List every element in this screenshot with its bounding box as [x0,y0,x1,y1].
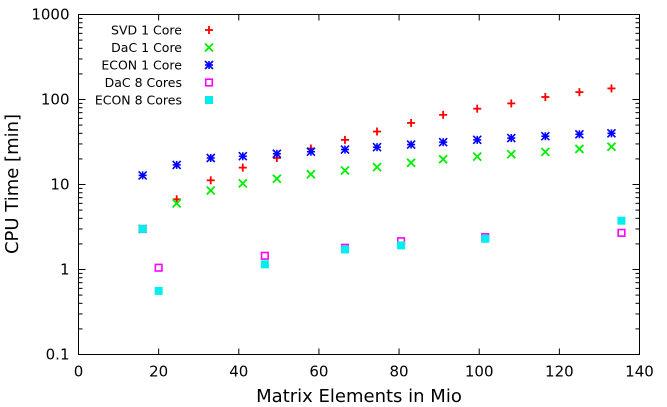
data-point-dac-1-core [206,185,216,196]
data-point-svd-1-core [439,110,448,119]
tick-labels: 0 20 40 60 80 100 120 140 0.1 1 10 100 1000 [31,6,654,381]
data-point-dac-8-cores [154,263,163,272]
data-point-econ-8-cores [154,286,163,295]
y-tick-label: 1 [60,261,70,279]
data-point-econ-1-core [272,149,282,159]
data-point-econ-1-core [206,153,216,163]
x-tick-label: 60 [309,363,328,381]
data-point-econ-8-cores [260,260,269,269]
data-point-econ-8-cores [617,216,626,225]
data-point-dac-1-core [506,149,516,159]
y-tick-label: 0.1 [46,346,70,364]
y-tick-label: 1000 [31,6,69,24]
data-point-econ-8-cores [481,234,490,243]
data-point-svd-1-core [238,163,247,172]
data-point-svd-1-core [373,127,382,136]
data-point-svd-1-core [507,99,516,108]
data-point-econ-1-core [406,139,416,150]
legend-label-econ-1-core: ECON 1 Core [101,58,182,73]
data-point-dac-1-core [540,147,550,157]
data-point-dac-1-core [406,158,416,168]
x-tick-label: 40 [229,363,248,381]
legend-marker-econ-1-core [204,60,214,70]
data-point-econ-8-cores [397,241,406,250]
data-point-econ-1-core [574,129,584,139]
series-econ-1-core [138,128,617,180]
y-axis-title: CPU Time [min] [2,114,23,254]
y-tick-label: 100 [41,91,70,109]
data-point-econ-1-core [238,151,248,161]
data-point-econ-1-core [172,160,182,170]
data-point-svd-1-core [340,135,349,144]
data-point-svd-1-core [541,93,550,102]
data-point-dac-1-core [272,174,282,184]
data-point-svd-1-core [172,195,181,204]
x-tick-label: 120 [545,363,574,381]
x-axis-title: Matrix Elements in Mio [256,386,462,407]
data-point-svd-1-core [607,84,616,93]
data-point-svd-1-core [407,118,416,127]
legend-label-svd-1-core: SVD 1 Core [111,23,182,38]
data-point-dac-8-cores [260,251,269,260]
data-point-dac-1-core [606,142,617,152]
data-point-dac-1-core [574,144,585,154]
legend-label-econ-8-cores: ECON 8 Cores [95,93,182,108]
data-point-econ-1-core [372,142,382,152]
data-point-dac-1-core [438,154,448,164]
x-tick-label: 100 [465,363,494,381]
data-point-dac-1-core [340,165,350,176]
data-point-dac-1-core [238,178,248,189]
data-point-svd-1-core [473,104,482,113]
x-tick-label: 0 [74,363,84,381]
data-series [137,84,626,295]
legend-marker-svd-1-core [205,26,213,34]
legend-label-dac-8-cores: DaC 8 Cores [105,75,182,90]
x-tick-label: 80 [390,363,409,381]
legend-label-dac-1-core: DaC 1 Core [111,40,182,55]
data-point-dac-1-core [372,162,382,172]
data-point-dac-8-cores [617,228,626,237]
legend: SVD 1 Core DaC 1 Core ECON 1 Core DaC 8 Cor… [95,23,214,108]
data-point-dac-1-core [172,198,182,208]
data-point-econ-1-core [138,170,148,180]
data-point-svd-1-core [206,176,215,185]
legend-marker-econ-8-cores [205,96,213,104]
data-point-econ-1-core [540,131,550,141]
data-point-dac-1-core [306,169,316,179]
x-tick-label: 140 [625,363,654,381]
axis-ticks [78,14,640,355]
data-point-econ-1-core [340,144,350,155]
series-dac-8-cores [138,224,626,272]
series-econ-8-cores [138,216,626,295]
plot-frame [78,14,640,355]
data-point-econ-1-core [506,133,516,143]
data-point-econ-1-core [606,128,617,138]
data-point-dac-1-core [472,151,482,162]
data-point-econ-1-core [472,135,482,145]
data-point-svd-1-core [575,88,584,97]
x-tick-label: 20 [149,363,168,381]
data-point-econ-8-cores [340,245,349,254]
data-point-econ-8-cores [138,224,147,233]
data-point-econ-1-core [438,137,448,147]
y-tick-label: 10 [50,176,69,194]
data-point-econ-1-core [306,147,316,157]
legend-marker-dac-1-core [204,42,214,53]
legend-marker-dac-8-cores [204,78,214,87]
